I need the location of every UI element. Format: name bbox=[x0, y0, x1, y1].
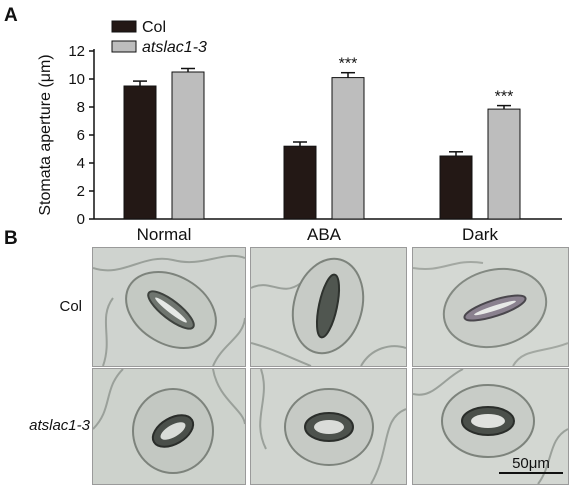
panel-b-label: B bbox=[4, 228, 18, 249]
x-category-label: Dark bbox=[462, 225, 498, 244]
row-label-col: Col bbox=[59, 298, 82, 315]
significance-annotation: *** bbox=[339, 56, 358, 73]
legend-label-Col: Col bbox=[142, 19, 166, 36]
x-category-label: ABA bbox=[307, 225, 342, 244]
y-tick-label: 10 bbox=[68, 71, 85, 88]
y-tick-label: 12 bbox=[68, 43, 85, 60]
bar-Col-Dark bbox=[439, 155, 473, 220]
bar-atslac1-3-ABA bbox=[331, 77, 365, 220]
micrograph-atslac1-3-dark: 50μm bbox=[412, 368, 569, 485]
bar-Col-Normal bbox=[123, 85, 157, 220]
y-axis-label: Stomata aperture (μm) bbox=[37, 54, 54, 215]
micrograph-col-aba bbox=[250, 247, 407, 367]
scale-bar-label: 50μm bbox=[512, 455, 550, 472]
row-label-atslac1-3: atslac1-3 bbox=[29, 417, 90, 434]
y-tick-label: 2 bbox=[77, 183, 85, 200]
bar-atslac1-3-Normal bbox=[171, 71, 205, 220]
micrograph-col-dark bbox=[412, 247, 569, 367]
x-category-label: Normal bbox=[137, 225, 192, 244]
panel-a-label: A bbox=[4, 5, 18, 26]
micrograph-col-normal bbox=[92, 247, 246, 367]
legend-swatch-atslac1-3 bbox=[111, 40, 137, 53]
micrograph-atslac1-3-aba bbox=[250, 368, 407, 485]
bar-Col-ABA bbox=[283, 145, 317, 220]
bar-atslac1-3-Dark bbox=[487, 108, 521, 220]
y-tick-label: 0 bbox=[77, 211, 85, 228]
micrograph-atslac1-3-normal bbox=[92, 368, 246, 485]
bar-chart: 0 2 4 6 8 10 12 Stomata aperture (μm) Normal *** A… bbox=[37, 19, 562, 244]
legend-label-atslac1-3: atslac1-3 bbox=[142, 39, 207, 56]
y-tick-label: 4 bbox=[77, 155, 85, 172]
legend-swatch-Col bbox=[111, 20, 137, 33]
significance-annotation: *** bbox=[495, 89, 514, 106]
y-tick-label: 8 bbox=[77, 99, 85, 116]
y-tick-label: 6 bbox=[77, 127, 85, 144]
